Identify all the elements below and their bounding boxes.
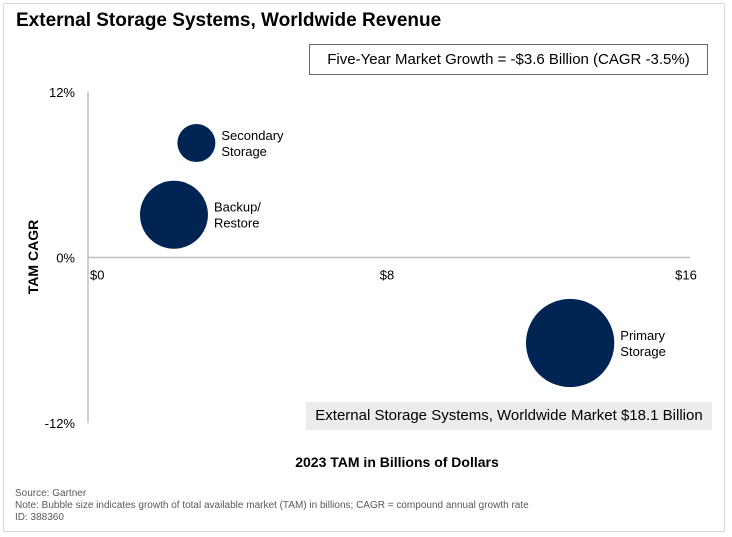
frame-border <box>3 3 725 532</box>
x-tick-label: $0 <box>90 268 104 283</box>
y-axis-label: TAM CAGR <box>25 219 41 295</box>
bubble <box>139 180 208 249</box>
y-tick-label: -12% <box>45 416 76 431</box>
footer-note: Note: Bubble size indicates growth of to… <box>15 500 529 511</box>
bubble-label: Primary <box>620 328 665 343</box>
bubble-label: Restore <box>214 216 260 231</box>
bubble <box>177 124 216 163</box>
growth-annotation: Five-Year Market Growth = -$3.6 Billion … <box>309 44 708 75</box>
x-tick-label: $16 <box>675 268 697 283</box>
chart-title: External Storage Systems, Worldwide Reve… <box>16 10 442 31</box>
y-tick-label: 0% <box>56 251 75 266</box>
bubble-label: Storage <box>221 144 267 159</box>
bubble-label: Storage <box>620 344 666 359</box>
y-tick-label: 12% <box>49 85 75 100</box>
x-axis-label: 2023 TAM in Billions of Dollars <box>295 454 499 470</box>
x-tick-label: $8 <box>380 268 394 283</box>
footer-source: Source: Gartner <box>15 488 87 499</box>
bubble-label: Secondary <box>221 128 284 143</box>
market-annotation: External Storage Systems, Worldwide Mark… <box>306 402 712 430</box>
footer-id: ID: 388360 <box>15 512 64 523</box>
bubble-label: Backup/ <box>214 200 261 215</box>
bubble <box>525 298 615 388</box>
